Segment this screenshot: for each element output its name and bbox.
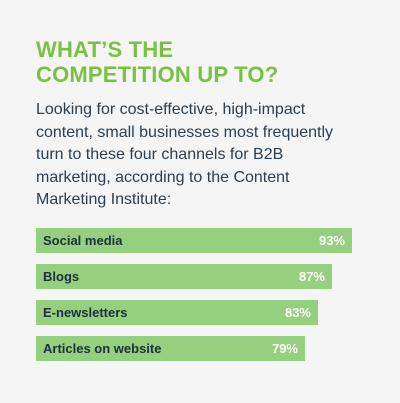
intro-line: marketing, according to the Content	[36, 168, 290, 186]
bar: E-newsletters 83%	[36, 300, 318, 325]
heading: WHAT’S THE COMPETITION UP TO?	[36, 37, 376, 87]
intro-line: Looking for cost-effective, high-impact	[36, 101, 306, 118]
intro-line: turn to these four channels for B2B	[36, 146, 284, 163]
bar: Articles on website 79%	[36, 336, 305, 361]
intro-paragraph: Looking for cost-effective, high-impact …	[36, 99, 376, 212]
bar: Blogs 87%	[36, 264, 332, 289]
bar-label: Blogs	[43, 269, 80, 284]
heading-line: COMPETITION UP TO?	[36, 62, 279, 87]
heading-line: WHAT’S THE	[36, 37, 174, 62]
bar-value-label: 79%	[271, 341, 298, 356]
intro-line: Marketing Institute:	[36, 191, 172, 208]
bar: Social media 93%	[36, 228, 352, 253]
bar-value-label: 93%	[318, 233, 345, 248]
intro-line: content, small businesses most frequentl…	[36, 123, 334, 141]
bar-label: Social media	[43, 233, 123, 248]
bar-value-label: 87%	[298, 269, 325, 284]
bar-chart: Social media 93% Blogs 87% E-newsletters 83% A…	[36, 228, 376, 368]
bar-label: E-newsletters	[43, 305, 128, 320]
bar-label: Articles on website	[43, 341, 162, 356]
bar-value-label: 83%	[284, 305, 311, 320]
